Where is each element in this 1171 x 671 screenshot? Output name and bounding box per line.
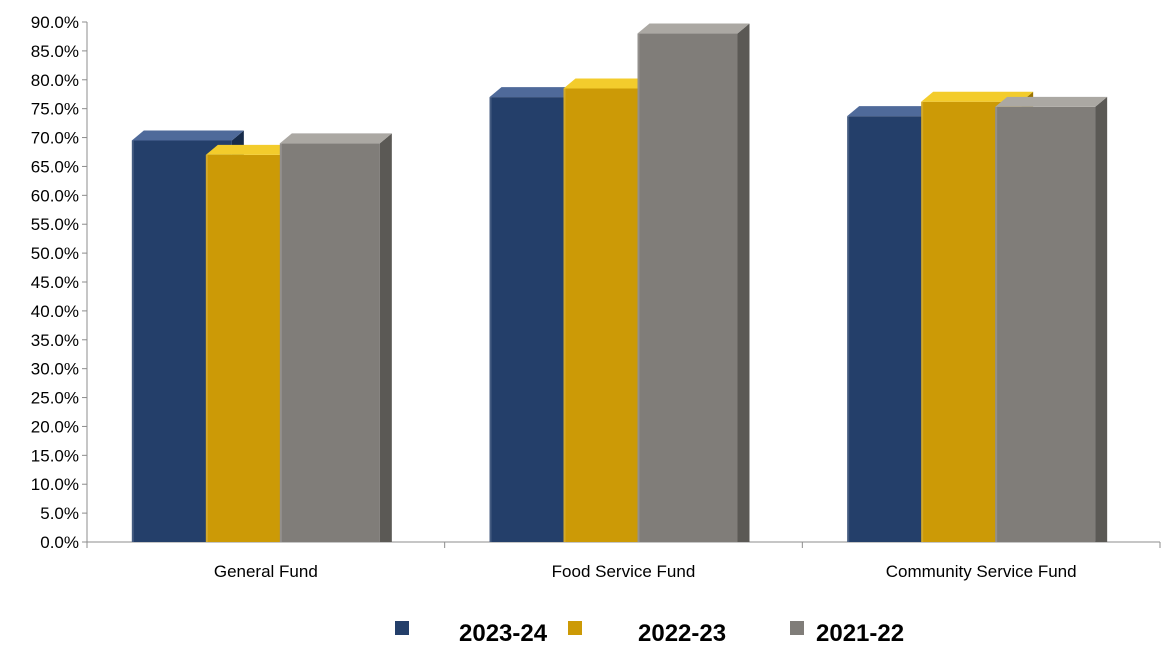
legend-swatch [395,621,409,635]
y-tick-label: 70.0% [31,129,79,148]
legend-item-0: 2023-24 [395,620,548,647]
bar-side [1095,96,1108,542]
x-category-label: General Fund [214,562,318,581]
y-tick-label: 40.0% [31,302,79,321]
y-tick-label: 5.0% [40,504,79,523]
bar-front [279,143,380,543]
bar-2-2 [995,96,1108,542]
bars [131,23,1108,543]
legend: 2023-24 2022-23 2021-22 [395,620,904,647]
bar-top [131,130,244,141]
y-tick-label: 60.0% [31,186,79,205]
bar-front [995,106,1096,542]
y-tick-label: 75.0% [31,100,79,119]
y-tick-label: 0.0% [40,533,79,552]
legend-label: 2023-24 [459,620,548,647]
bar-2-1 [637,23,750,543]
bar-top [637,23,750,34]
y-tick-label: 25.0% [31,389,79,408]
bar-front [637,33,738,543]
legend-label: 2021-22 [816,620,904,647]
y-axis: 0.0% 5.0% 10.0% 15.0% 20.0% 25.0% 30.0% 35.0% 40… [31,13,88,552]
y-tick-label: 10.0% [31,475,79,494]
y-tick-label: 30.0% [31,360,79,379]
y-tick-label: 80.0% [31,71,79,90]
bar-side [737,23,750,543]
x-category-label: Food Service Fund [552,562,696,581]
y-tick-label: 90.0% [31,13,79,32]
legend-swatch [568,621,582,635]
bar-side [379,133,392,543]
x-axis: General Fund Food Service Fund Community S… [86,541,1161,581]
y-tick-label: 45.0% [31,273,79,292]
legend-swatch [790,621,804,635]
y-tick-label: 35.0% [31,331,79,350]
legend-item-2: 2021-22 [790,620,904,647]
legend-item-1: 2022-23 [568,620,726,647]
y-tick-label: 15.0% [31,446,79,465]
legend-label: 2022-23 [638,620,726,647]
y-tick-label: 65.0% [31,157,79,176]
y-tick-label: 55.0% [31,215,79,234]
y-tick-label: 85.0% [31,42,79,61]
y-tick-label: 20.0% [31,417,79,436]
bar-top [279,133,392,144]
bar-2-0 [279,133,392,543]
bar-top [995,96,1108,107]
y-tick-label: 50.0% [31,244,79,263]
x-category-label: Community Service Fund [886,562,1077,581]
